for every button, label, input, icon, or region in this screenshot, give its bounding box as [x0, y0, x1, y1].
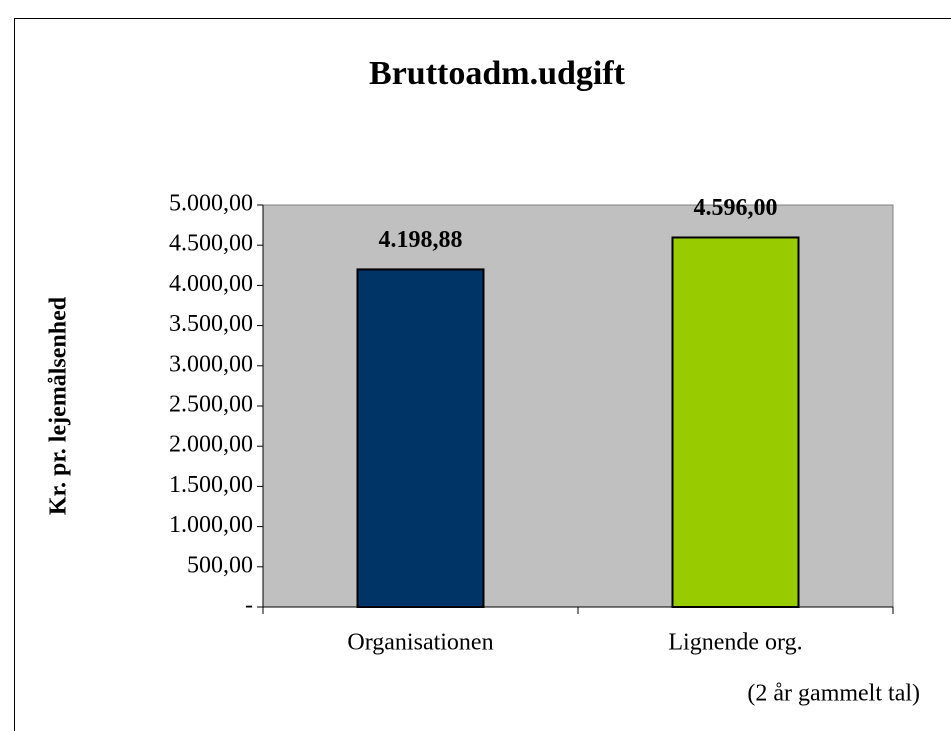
- y-tick-label: 2.500,00: [169, 392, 253, 418]
- bar: [671, 236, 800, 608]
- chart-title: Bruttoadm.udgift: [369, 55, 626, 92]
- y-tick-label: 500,00: [187, 552, 253, 578]
- y-tick-label: -: [245, 593, 253, 619]
- y-tick-label: 4.000,00: [169, 271, 253, 297]
- value-label: 4.198,88: [379, 227, 463, 253]
- bar: [356, 268, 485, 608]
- annotation: (2 år gammelt tal): [747, 681, 920, 707]
- x-tick-label: Lignende org.: [668, 630, 802, 656]
- y-tick-label: 3.000,00: [169, 351, 253, 377]
- y-tick-label: 3.500,00: [169, 311, 253, 337]
- y-tick-label: 4.500,00: [169, 231, 253, 257]
- value-label: 4.596,00: [694, 195, 778, 221]
- y-tick-label: 2.000,00: [169, 432, 253, 458]
- y-tick-label: 1.500,00: [169, 472, 253, 498]
- y-tick-label: 5.000,00: [169, 191, 253, 217]
- y-tick-label: 1.000,00: [169, 512, 253, 538]
- x-tick-label: Organisationen: [347, 630, 493, 656]
- y-axis-label: Kr. pr. lejemålsenhed: [46, 296, 72, 515]
- chart-border: [14, 18, 951, 731]
